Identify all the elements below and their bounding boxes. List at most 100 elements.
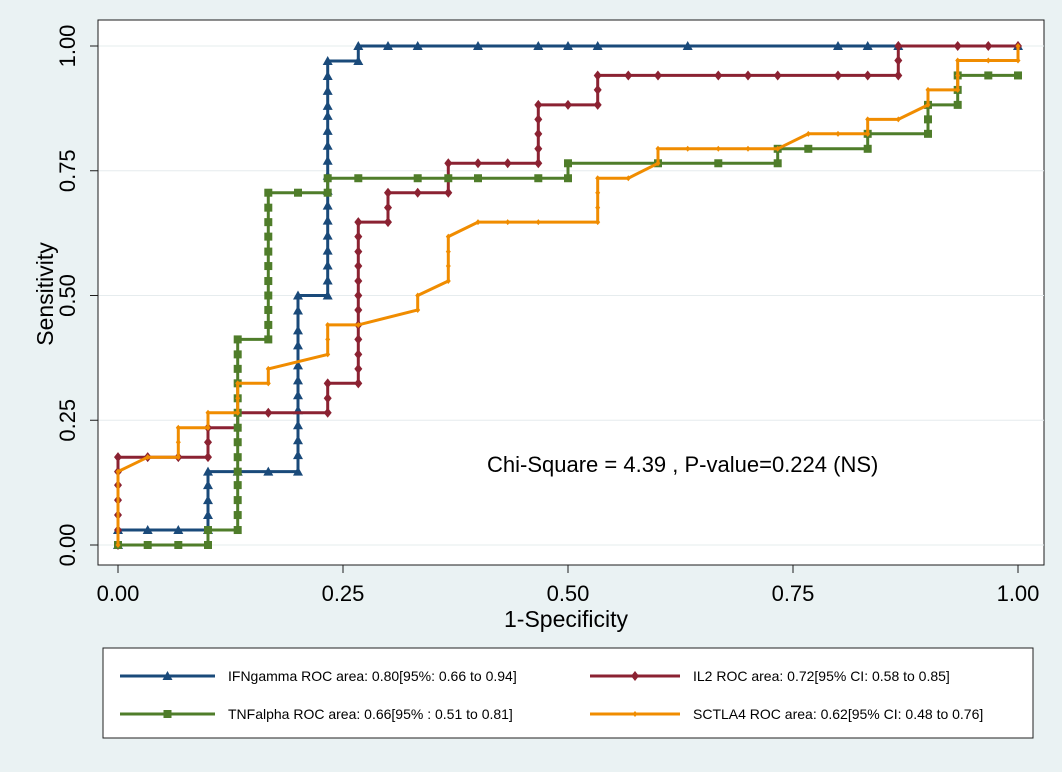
data-point-ifngamma — [293, 420, 303, 430]
data-point-tnfalpha — [1014, 71, 1022, 80]
data-point-il2 — [714, 70, 723, 81]
data-point-ifngamma — [322, 215, 333, 225]
data-point-sctla4 — [1015, 43, 1021, 49]
data-point-tnfalpha — [233, 453, 242, 462]
data-point-tnfalpha — [233, 335, 242, 344]
series-layer — [113, 41, 1023, 550]
data-point-il2 — [503, 158, 512, 169]
data-point-tnfalpha — [233, 481, 242, 490]
legend-item-tnfalpha: TNFalpha ROC area: 0.66[95% : 0.51 to 0.… — [120, 706, 513, 722]
y-tick-label: 0.50 — [55, 274, 80, 317]
data-point-sctla4 — [355, 321, 361, 328]
data-point-tnfalpha — [264, 335, 273, 344]
data-point-il2 — [894, 41, 903, 51]
y-axis-title: Sensitivity — [32, 242, 58, 346]
data-point-sctla4 — [955, 86, 961, 93]
data-point-tnfalpha — [264, 232, 273, 241]
data-point-sctla4 — [925, 101, 931, 108]
data-point-sctla4 — [115, 468, 121, 475]
data-point-il2 — [323, 378, 332, 389]
data-point-ifngamma — [293, 435, 303, 445]
data-point-ifngamma — [293, 375, 303, 385]
data-point-tnfalpha — [264, 262, 273, 271]
data-point-sctla4 — [715, 145, 721, 152]
data-point-sctla4 — [445, 263, 451, 270]
data-point-sctla4 — [445, 278, 451, 285]
data-point-il2 — [444, 158, 453, 169]
data-point-il2 — [564, 99, 572, 110]
data-point-tnfalpha — [984, 71, 993, 80]
data-point-sctla4 — [775, 145, 781, 152]
data-point-ifngamma — [353, 55, 364, 65]
data-point-sctla4 — [895, 116, 901, 123]
data-point-ifngamma — [203, 480, 213, 490]
data-point-ifngamma — [322, 70, 333, 80]
data-point-sctla4 — [235, 395, 241, 402]
data-point-sctla4 — [415, 292, 421, 299]
data-point-ifngamma — [322, 230, 333, 240]
data-point-sctla4 — [265, 380, 271, 387]
data-point-sctla4 — [655, 145, 661, 152]
x-tick-label: 1.00 — [997, 581, 1040, 606]
data-point-sctla4 — [655, 160, 661, 167]
data-point-ifngamma — [833, 41, 843, 50]
data-point-sctla4 — [145, 454, 151, 461]
data-point-tnfalpha — [323, 174, 332, 183]
data-point-il2 — [384, 202, 392, 213]
data-point-sctla4 — [865, 116, 871, 123]
data-point-il2 — [593, 99, 602, 110]
y-tick-label: 0.25 — [55, 399, 80, 442]
data-point-il2 — [354, 231, 363, 242]
data-point-sctla4 — [985, 57, 991, 64]
y-tick-label: 1.00 — [55, 25, 80, 68]
data-point-sctla4 — [955, 57, 961, 64]
data-point-il2 — [413, 187, 422, 198]
data-point-il2 — [444, 187, 453, 198]
data-point-sctla4 — [805, 130, 811, 137]
data-point-ifngamma — [862, 41, 873, 50]
data-point-ifngamma — [322, 85, 333, 95]
data-point-il2 — [534, 128, 543, 139]
legend-label-tnfalpha: TNFalpha ROC area: 0.66[95% : 0.51 to 0.… — [228, 706, 513, 722]
data-point-tnfalpha — [564, 174, 572, 183]
data-point-ifngamma — [203, 466, 213, 476]
data-point-tnfalpha — [804, 144, 813, 153]
data-point-tnfalpha — [233, 350, 242, 359]
axes: 0.00 0.25 0.50 0.75 1.00 0.00 0.25 0.50 0.75 1.00 — [55, 20, 1044, 606]
data-point-il2 — [863, 70, 872, 81]
data-point-sctla4 — [955, 72, 961, 79]
data-point-sctla4 — [535, 219, 541, 226]
data-point-sctla4 — [925, 86, 931, 93]
plot-area — [97, 19, 1045, 566]
x-tick-label: 0.00 — [97, 581, 140, 606]
data-point-il2 — [114, 452, 122, 463]
data-point-sctla4 — [175, 424, 181, 431]
data-point-sctla4 — [865, 130, 871, 137]
legend-item-il2: IL2 ROC area: 0.72[95% CI: 0.58 to 0.85] — [590, 668, 950, 684]
data-point-sctla4 — [235, 380, 241, 387]
data-point-tnfalpha — [924, 129, 932, 138]
data-point-tnfalpha — [264, 218, 273, 227]
legend-marker-il2 — [631, 671, 639, 681]
x-axis-title: 1-Specificity — [504, 606, 628, 632]
data-point-tnfalpha — [714, 159, 723, 168]
data-point-ifngamma — [353, 41, 364, 50]
data-point-il2 — [204, 452, 212, 463]
data-point-il2 — [264, 407, 273, 418]
data-point-sctla4 — [835, 130, 841, 137]
data-point-sctla4 — [415, 306, 421, 313]
data-point-ifngamma — [533, 41, 544, 50]
legend-item-ifngamma: IFNgamma ROC area: 0.80[95%: 0.66 to 0.9… — [120, 668, 517, 684]
data-point-tnfalpha — [204, 526, 212, 535]
legend-label-il2: IL2 ROC area: 0.72[95% CI: 0.58 to 0.85] — [693, 668, 950, 684]
data-point-tnfalpha — [264, 277, 273, 286]
data-point-tnfalpha — [233, 364, 242, 373]
data-point-sctla4 — [205, 424, 211, 431]
data-point-tnfalpha — [444, 174, 453, 183]
data-point-il2 — [534, 158, 543, 169]
data-point-sctla4 — [325, 351, 331, 358]
data-point-sctla4 — [475, 219, 481, 226]
data-point-ifngamma — [203, 495, 213, 505]
data-point-sctla4 — [205, 409, 211, 416]
data-point-ifngamma — [203, 510, 213, 520]
